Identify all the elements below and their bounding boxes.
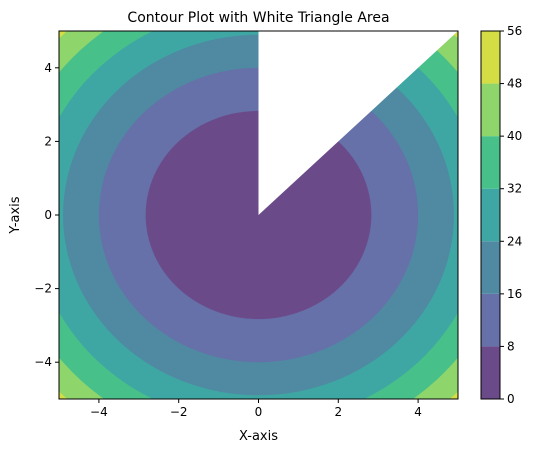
colorbar-band <box>481 188 500 242</box>
chart-title: Contour Plot with White Triangle Area <box>127 10 389 26</box>
colorbar-band <box>481 136 500 189</box>
y-tick-label: 4 <box>44 61 52 75</box>
colorbar-tick-label: 0 <box>507 392 515 406</box>
colorbar-tick-label: 56 <box>507 24 522 38</box>
x-axis-ticks: −4 −2 0 2 4 <box>90 399 422 419</box>
x-tick-label: −4 <box>90 405 108 419</box>
colorbar-tick-label: 48 <box>507 77 522 91</box>
white-triangle-area <box>258 31 458 215</box>
y-tick-label: 2 <box>44 134 52 148</box>
colorbar <box>480 30 501 400</box>
y-axis-label: Y-axis <box>8 196 23 234</box>
y-tick-label: −4 <box>34 355 52 369</box>
y-tick-label: −2 <box>34 282 52 296</box>
y-tick-label: 0 <box>44 208 52 222</box>
colorbar-tick-label: 32 <box>507 182 522 196</box>
x-tick-label: 4 <box>414 405 422 419</box>
colorbar-tick-label: 8 <box>507 339 515 353</box>
colorbar-tick-label: 24 <box>507 234 522 248</box>
colorbar-band <box>481 83 500 137</box>
colorbar-tick-label: 16 <box>507 287 522 301</box>
colorbar-band <box>481 293 500 347</box>
y-axis-ticks: −4 −2 0 2 4 <box>34 61 59 369</box>
colorbar-band <box>481 31 500 84</box>
colorbar-frame <box>480 30 501 400</box>
x-tick-label: 2 <box>334 405 342 419</box>
x-tick-label: 0 <box>255 405 263 419</box>
colorbar-tick-label: 40 <box>507 129 522 143</box>
colorbar-ticks: 0 8 16 24 32 40 48 56 <box>500 24 522 406</box>
x-tick-label: −2 <box>170 405 188 419</box>
colorbar-band <box>481 241 500 294</box>
colorbar-band <box>481 346 500 399</box>
x-axis-label: X-axis <box>239 429 278 444</box>
